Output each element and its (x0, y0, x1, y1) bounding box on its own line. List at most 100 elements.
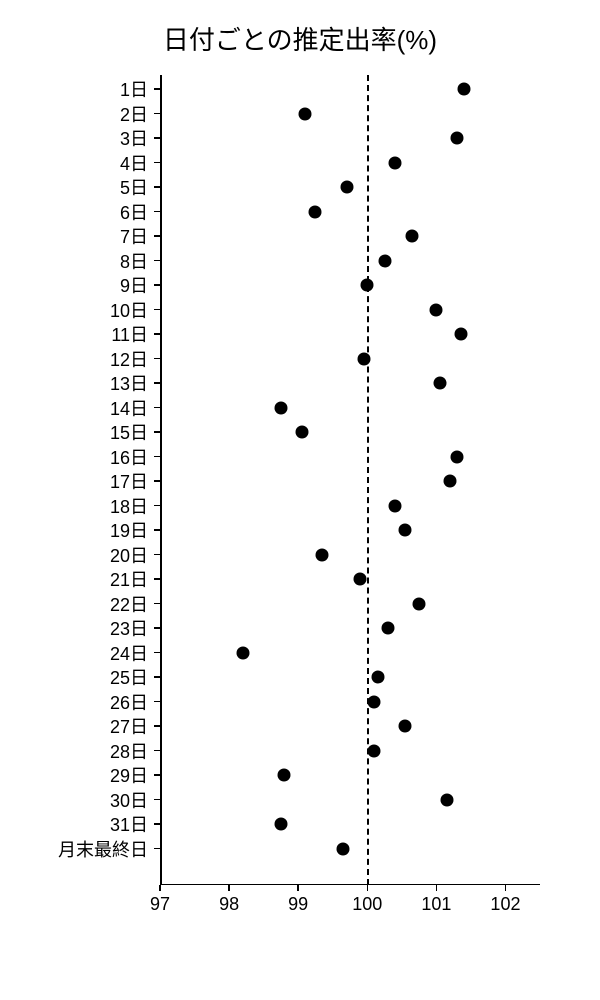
y-axis-label: 1日 (120, 76, 148, 102)
y-axis-label: 23日 (110, 615, 148, 641)
y-tick (154, 456, 160, 458)
y-tick (154, 260, 160, 262)
y-tick (154, 235, 160, 237)
y-tick (154, 186, 160, 188)
x-axis-label: 97 (150, 894, 170, 915)
data-point (413, 597, 426, 610)
data-point (406, 230, 419, 243)
data-point (274, 401, 287, 414)
y-tick (154, 382, 160, 384)
data-point (295, 426, 308, 439)
data-point (430, 303, 443, 316)
y-axis-label: 22日 (110, 591, 148, 617)
y-axis-label: 8日 (120, 248, 148, 274)
x-tick (436, 885, 438, 891)
data-point (361, 279, 374, 292)
y-axis-label: 6日 (120, 199, 148, 225)
y-axis-label: 3日 (120, 125, 148, 151)
y-tick (154, 162, 160, 164)
x-tick (505, 885, 507, 891)
data-point (340, 181, 353, 194)
y-tick (154, 750, 160, 752)
y-axis-label: 27日 (110, 713, 148, 739)
y-tick (154, 725, 160, 727)
y-axis-label: 14日 (110, 395, 148, 421)
y-tick (154, 603, 160, 605)
data-point (309, 205, 322, 218)
data-point (316, 548, 329, 561)
data-point (236, 646, 249, 659)
data-point (368, 695, 381, 708)
y-axis-label: 16日 (110, 444, 148, 470)
chart-title: 日付ごとの推定出率(%) (0, 20, 600, 57)
y-tick (154, 431, 160, 433)
y-axis-label: 19日 (110, 517, 148, 543)
data-point (371, 671, 384, 684)
y-tick (154, 774, 160, 776)
y-tick (154, 627, 160, 629)
y-axis-label: 10日 (110, 297, 148, 323)
data-point (382, 622, 395, 635)
y-tick (154, 309, 160, 311)
y-axis-label: 17日 (110, 468, 148, 494)
x-axis-label: 100 (352, 894, 382, 915)
y-tick (154, 211, 160, 213)
y-tick (154, 701, 160, 703)
y-axis-label: 4日 (120, 150, 148, 176)
x-axis-line (160, 884, 540, 886)
data-point (357, 352, 370, 365)
y-axis-label: 9日 (120, 272, 148, 298)
data-point (433, 377, 446, 390)
data-point (278, 769, 291, 782)
data-point (299, 107, 312, 120)
y-axis-label: 20日 (110, 542, 148, 568)
data-point (458, 83, 471, 96)
y-tick (154, 578, 160, 580)
x-axis-label: 102 (490, 894, 520, 915)
data-point (378, 254, 391, 267)
data-point (440, 793, 453, 806)
y-tick (154, 88, 160, 90)
x-axis-label: 98 (219, 894, 239, 915)
x-tick (297, 885, 299, 891)
y-axis-label: 29日 (110, 762, 148, 788)
y-tick (154, 113, 160, 115)
chart-container: 日付ごとの推定出率(%) 1日2日3日4日5日6日7日8日9日10日11日12日… (0, 0, 600, 1000)
data-point (388, 499, 401, 512)
y-tick (154, 480, 160, 482)
y-tick (154, 652, 160, 654)
y-tick (154, 799, 160, 801)
y-axis-label: 12日 (110, 346, 148, 372)
y-axis-line (160, 75, 162, 885)
data-point (399, 524, 412, 537)
y-tick (154, 823, 160, 825)
y-axis-label: 30日 (110, 787, 148, 813)
y-tick (154, 284, 160, 286)
y-axis-label: 31日 (110, 811, 148, 837)
reference-line (367, 75, 369, 885)
y-axis-label: 月末最終日 (58, 836, 148, 862)
data-point (354, 573, 367, 586)
x-tick (159, 885, 161, 891)
y-axis-label: 15日 (110, 419, 148, 445)
data-point (451, 132, 464, 145)
y-axis-label: 2日 (120, 101, 148, 127)
x-axis-label: 99 (288, 894, 308, 915)
y-tick (154, 407, 160, 409)
y-axis-label: 11日 (111, 321, 148, 347)
y-tick (154, 676, 160, 678)
y-axis-label: 21日 (110, 566, 148, 592)
data-point (368, 744, 381, 757)
data-point (454, 328, 467, 341)
y-tick (154, 529, 160, 531)
y-tick (154, 848, 160, 850)
data-point (388, 156, 401, 169)
y-axis-label: 5日 (120, 174, 148, 200)
data-point (444, 475, 457, 488)
data-point (274, 818, 287, 831)
y-axis-label: 28日 (110, 738, 148, 764)
y-axis-label: 24日 (110, 640, 148, 666)
data-point (399, 720, 412, 733)
x-axis-label: 101 (421, 894, 451, 915)
y-axis-label: 25日 (110, 664, 148, 690)
